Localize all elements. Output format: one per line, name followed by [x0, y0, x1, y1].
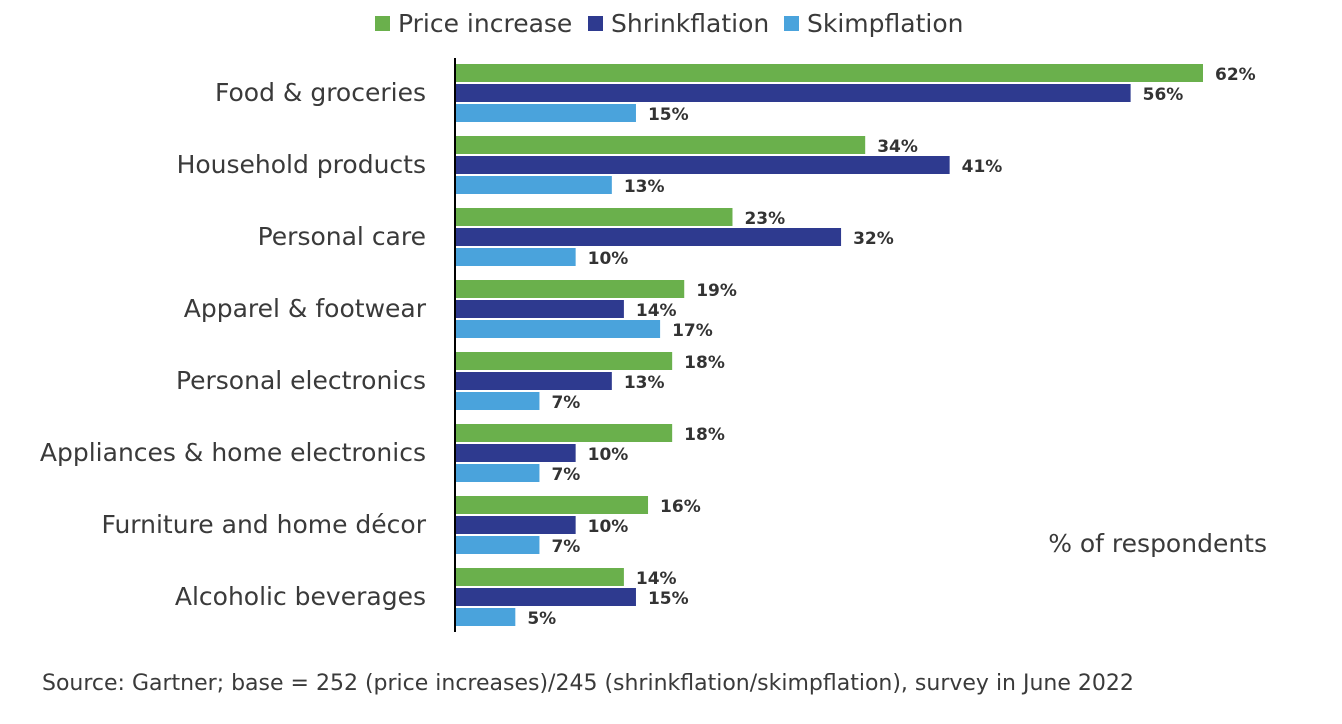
bar-food-groceries-price-increase: [455, 64, 1203, 82]
bar-alcoholic-beverages-price-increase: [455, 568, 624, 586]
category-label-household-products: Household products: [177, 150, 426, 179]
category-labels: Food & groceries Household products Person…: [40, 78, 427, 611]
bar-appliances-home-electronics-shrinkflation: [455, 444, 576, 462]
value-label-appliances-home-electronics-skimpflation: 7%: [551, 465, 580, 485]
value-label-furniture-and-home-d-cor-shrinkflation: 10%: [588, 517, 629, 537]
category-label-personal-care: Personal care: [258, 222, 426, 251]
bar-alcoholic-beverages-shrinkflation: [455, 588, 636, 606]
bar-food-groceries-shrinkflation: [455, 84, 1131, 102]
chart-legend: Price increase Shrinkflation Skimpflation: [375, 9, 963, 38]
value-label-food-groceries-shrinkflation: 56%: [1143, 85, 1184, 105]
value-label-apparel-footwear-skimpflation: 17%: [672, 321, 713, 341]
value-label-personal-care-price-increase: 23%: [744, 209, 785, 229]
bar-furniture-and-home-d-cor-price-increase: [455, 496, 649, 514]
bar-apparel-footwear-skimpflation: [455, 320, 661, 338]
value-label-personal-electronics-shrinkflation: 13%: [624, 373, 665, 393]
value-label-food-groceries-skimpflation: 15%: [648, 105, 689, 125]
category-label-personal-electronics: Personal electronics: [176, 366, 426, 395]
legend-label-skimpflation: Skimpflation: [807, 9, 963, 38]
source-note: Source: Gartner; base = 252 (price incre…: [42, 671, 1134, 696]
value-label-alcoholic-beverages-skimpflation: 5%: [527, 609, 556, 629]
bar-personal-care-shrinkflation: [455, 228, 842, 246]
bar-appliances-home-electronics-skimpflation: [455, 464, 540, 482]
bar-personal-electronics-shrinkflation: [455, 372, 612, 390]
category-label-food-groceries: Food & groceries: [215, 78, 426, 107]
bars-group: [455, 64, 1203, 626]
bar-food-groceries-skimpflation: [455, 104, 636, 122]
value-label-furniture-and-home-d-cor-skimpflation: 7%: [551, 537, 580, 557]
value-labels: 62%56%15%34%41%13%23%32%10%19%14%17%18%1…: [527, 65, 1255, 629]
value-label-apparel-footwear-price-increase: 19%: [696, 281, 737, 301]
value-label-alcoholic-beverages-shrinkflation: 15%: [648, 589, 689, 609]
value-label-personal-electronics-skimpflation: 7%: [551, 393, 580, 413]
bar-furniture-and-home-d-cor-skimpflation: [455, 536, 540, 554]
value-label-food-groceries-price-increase: 62%: [1215, 65, 1256, 85]
bar-personal-electronics-price-increase: [455, 352, 673, 370]
bar-household-products-price-increase: [455, 136, 866, 154]
bar-furniture-and-home-d-cor-shrinkflation: [455, 516, 576, 534]
bar-apparel-footwear-shrinkflation: [455, 300, 624, 318]
value-label-appliances-home-electronics-price-increase: 18%: [684, 425, 725, 445]
legend-swatch-skimpflation: [784, 16, 799, 31]
category-label-alcoholic-beverages: Alcoholic beverages: [175, 582, 426, 611]
value-label-personal-care-shrinkflation: 32%: [853, 229, 894, 249]
bar-apparel-footwear-price-increase: [455, 280, 685, 298]
value-label-furniture-and-home-d-cor-price-increase: 16%: [660, 497, 701, 517]
category-label-furniture-and-home-d-cor: Furniture and home décor: [101, 510, 426, 539]
legend-swatch-shrinkflation: [588, 16, 603, 31]
category-label-apparel-footwear: Apparel & footwear: [184, 294, 427, 323]
legend-label-price-increase: Price increase: [398, 9, 572, 38]
legend-label-shrinkflation: Shrinkflation: [611, 9, 769, 38]
axis-note: % of respondents: [1048, 529, 1267, 558]
value-label-apparel-footwear-shrinkflation: 14%: [636, 301, 677, 321]
category-label-appliances-home-electronics: Appliances & home electronics: [40, 438, 426, 467]
value-label-household-products-shrinkflation: 41%: [962, 157, 1003, 177]
value-label-personal-care-skimpflation: 10%: [588, 249, 629, 269]
bar-household-products-skimpflation: [455, 176, 612, 194]
legend-swatch-price-increase: [375, 16, 390, 31]
value-label-household-products-skimpflation: 13%: [624, 177, 665, 197]
value-label-alcoholic-beverages-price-increase: 14%: [636, 569, 677, 589]
bar-personal-care-price-increase: [455, 208, 733, 226]
bar-household-products-shrinkflation: [455, 156, 950, 174]
value-label-appliances-home-electronics-shrinkflation: 10%: [588, 445, 629, 465]
value-label-personal-electronics-price-increase: 18%: [684, 353, 725, 373]
value-label-household-products-price-increase: 34%: [877, 137, 918, 157]
bar-personal-care-skimpflation: [455, 248, 576, 266]
bar-alcoholic-beverages-skimpflation: [455, 608, 516, 626]
bar-appliances-home-electronics-price-increase: [455, 424, 673, 442]
bar-personal-electronics-skimpflation: [455, 392, 540, 410]
